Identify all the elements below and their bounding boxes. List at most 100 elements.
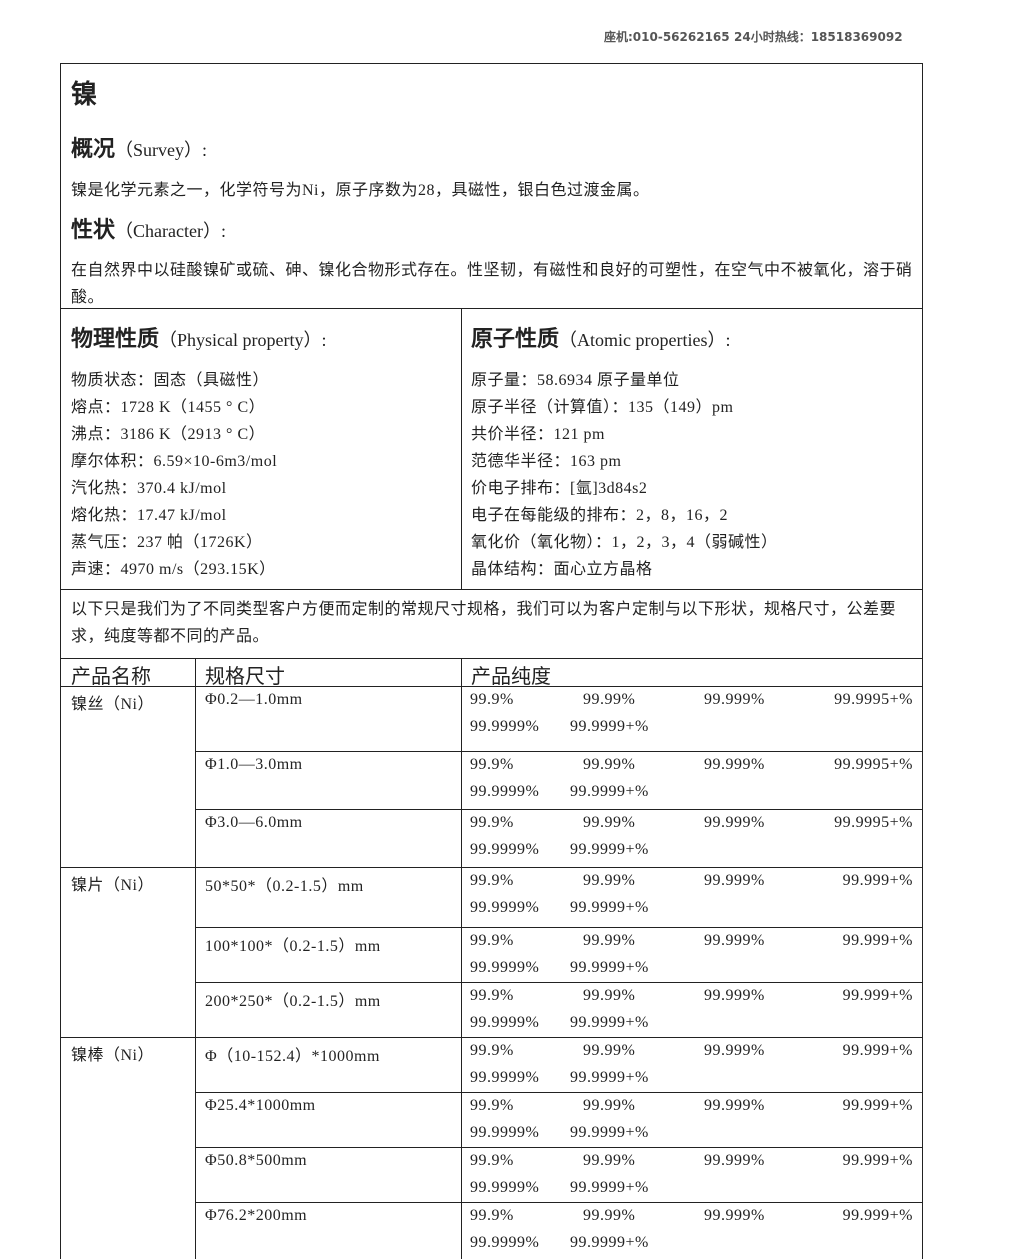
phone: 座机:010-56262165 (604, 30, 730, 44)
purity: 99.999+% (842, 1207, 913, 1224)
property-item: 原子量：58.6934 原子量单位 (471, 372, 680, 389)
purity: 99.999% (704, 1097, 765, 1114)
rule (60, 63, 923, 64)
heading-en: （Atomic properties）: (559, 330, 731, 350)
property-item: 熔点：1728 K（1455 ° C） (71, 399, 266, 416)
spec: Φ50.8*500mm (205, 1152, 308, 1169)
table-header: 产品纯度 (471, 666, 551, 688)
purity: 99.999+% (842, 932, 913, 949)
purity: 99.9999% (470, 1069, 540, 1086)
purity: 99.9% (470, 691, 514, 708)
rule (195, 809, 923, 810)
heading-en: （Survey）: (115, 140, 208, 160)
purity: 99.9999% (470, 841, 540, 858)
purity: 99.999% (704, 814, 765, 831)
purity: 99.9999+% (570, 1069, 649, 1086)
spec: Φ3.0—6.0mm (205, 814, 303, 831)
purity: 99.9999% (470, 1179, 540, 1196)
purity: 99.9999+% (570, 1124, 649, 1141)
purity: 99.999% (704, 1152, 765, 1169)
purity: 99.999% (704, 1207, 765, 1224)
property-item: 电子在每能级的排布：2，8，16，2 (471, 507, 729, 524)
spec: 50*50*（0.2-1.5）mm (205, 878, 364, 895)
purity: 99.9% (470, 987, 514, 1004)
property-item: 物质状态：固态（具磁性） (71, 372, 270, 389)
rule (195, 751, 923, 752)
property-item: 范德华半径：163 pm (471, 453, 622, 470)
heading-en: （Physical property）: (159, 330, 327, 350)
property-item: 汽化热：370.4 kJ/mol (71, 480, 227, 497)
purity: 99.999% (704, 691, 765, 708)
section-heading: 性状（Character）: (71, 212, 226, 244)
purity: 99.99% (583, 1152, 636, 1169)
spec: Φ1.0—3.0mm (205, 756, 303, 773)
purity: 99.9% (470, 1097, 514, 1114)
purity: 99.9% (470, 756, 514, 773)
purity: 99.9995+% (834, 756, 913, 773)
property-item: 氧化价（氧化物）：1，2，3，4（弱碱性） (471, 534, 778, 551)
purity: 99.99% (583, 987, 636, 1004)
property-item: 蒸气压：237 帕（1726K） (71, 534, 263, 551)
heading-text: 性状 (71, 217, 116, 242)
purity: 99.9999+% (570, 959, 649, 976)
purity: 99.9999+% (570, 1179, 649, 1196)
hotline: 24小时热线：18518369092 (734, 30, 903, 44)
rule (922, 63, 923, 1259)
note-text: 以下只是我们为了不同类型客户方便而定制的常规尺寸规格，我们可以为客户定制与以下形… (71, 601, 897, 645)
rule (60, 308, 923, 309)
table-header: 产品名称 (71, 666, 151, 688)
purity: 99.9999+% (570, 899, 649, 916)
rule (60, 867, 923, 868)
purity: 99.99% (583, 756, 636, 773)
section-heading: 原子性质（Atomic properties）: (471, 321, 730, 353)
purity: 99.999% (704, 987, 765, 1004)
purity: 99.9999% (470, 783, 540, 800)
purity: 99.9% (470, 872, 514, 889)
purity: 99.9999% (470, 899, 540, 916)
section-heading: 概况（Survey）: (71, 131, 207, 163)
rule (461, 308, 462, 589)
rule (195, 927, 923, 928)
purity: 99.99% (583, 691, 636, 708)
purity: 99.999+% (842, 987, 913, 1004)
spec: 200*250*（0.2-1.5）mm (205, 993, 381, 1010)
purity: 99.9999% (470, 959, 540, 976)
rule (195, 658, 196, 1259)
purity: 99.9% (470, 1207, 514, 1224)
purity: 99.9% (470, 814, 514, 831)
rule (60, 658, 923, 659)
purity: 99.999% (704, 932, 765, 949)
heading-en: （Character）: (115, 221, 226, 241)
purity: 99.9999% (470, 1014, 540, 1031)
spec: 100*100*（0.2-1.5）mm (205, 938, 381, 955)
purity: 99.999+% (842, 1097, 913, 1114)
rule (60, 63, 61, 1259)
survey-text: 镍是化学元素之一，化学符号为Ni，原子序数为28，具磁性，银白色过渡金属。 (71, 182, 650, 199)
purity: 99.99% (583, 1097, 636, 1114)
purity: 99.9999+% (570, 1234, 649, 1251)
purity: 99.999% (704, 1042, 765, 1059)
purity: 99.9999% (470, 718, 540, 735)
property-item: 原子半径（计算值）：135（149）pm (471, 399, 734, 416)
spec: Φ（10-152.4）*1000mm (205, 1048, 380, 1065)
section-heading: 物理性质（Physical property）: (71, 321, 327, 353)
purity: 99.9995+% (834, 691, 913, 708)
purity: 99.9% (470, 932, 514, 949)
rule (60, 1037, 923, 1038)
property-item: 摩尔体积：6.59×10-6m3/mol (71, 453, 278, 470)
purity: 99.99% (583, 814, 636, 831)
rule (195, 1147, 923, 1148)
purity: 99.99% (583, 872, 636, 889)
rule (60, 589, 923, 590)
purity: 99.9999+% (570, 718, 649, 735)
purity: 99.9999+% (570, 841, 649, 858)
table-header: 规格尺寸 (205, 666, 285, 688)
purity: 99.99% (583, 932, 636, 949)
property-item: 价电子排布：[氩]3d84s2 (471, 480, 648, 497)
purity: 99.999+% (842, 872, 913, 889)
purity: 99.9% (470, 1152, 514, 1169)
doc-title: 镍 (71, 80, 98, 109)
purity: 99.9995+% (834, 814, 913, 831)
purity: 99.9999+% (570, 1014, 649, 1031)
property-item: 声速：4970 m/s（293.15K） (71, 561, 276, 578)
